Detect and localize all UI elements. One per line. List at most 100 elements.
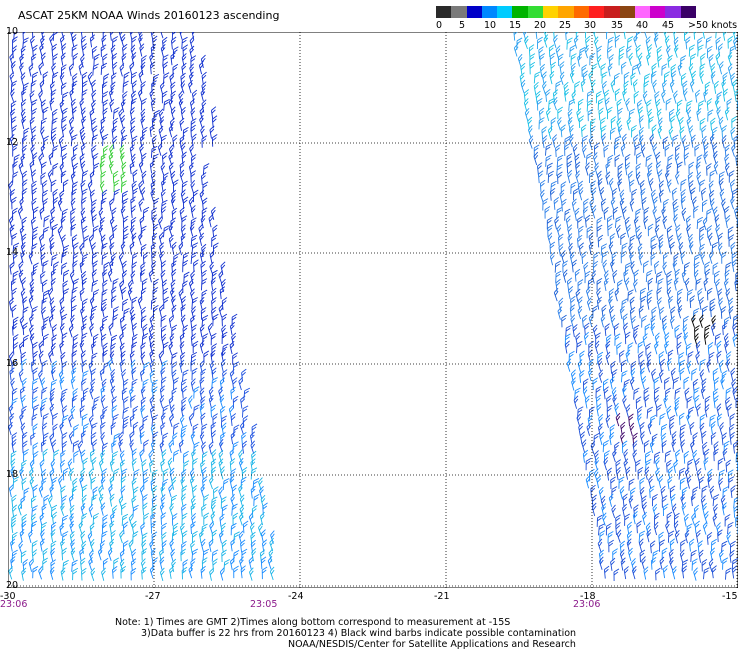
wind-barb [137,295,143,310]
wind-barb [29,333,35,347]
wind-barb [73,424,80,437]
wind-barb [141,548,148,561]
wind-barb [673,90,678,104]
wind-barb [87,180,93,194]
wind-barb [541,126,547,140]
wind-barb [52,32,60,41]
wind-barb [203,350,210,364]
wind-barb [199,376,205,390]
wind-barb [201,289,208,302]
wind-barb [207,322,213,337]
wind-barb [122,298,129,312]
wind-barb [131,35,137,49]
wind-barb [70,171,76,185]
wind-barb [120,205,126,220]
wind-barb [109,538,115,553]
colorbar-label: 10 [484,20,497,31]
wind-barb [150,521,157,534]
wind-barb [72,278,80,291]
wind-barb [188,79,193,94]
wind-barb [121,190,129,203]
wind-barb [79,547,85,561]
wind-barb [9,413,15,427]
wind-barb [120,126,126,141]
wind-barb [79,405,85,419]
wind-barb [555,45,561,59]
wind-barb [200,88,206,102]
wind-barb [70,547,76,561]
wind-barb [545,88,551,102]
wind-barb [140,368,146,382]
wind-barb [180,314,186,328]
wind-barb [39,244,46,258]
wind-barb [131,367,137,381]
wind-barb [171,32,178,41]
wind-barb [129,439,134,453]
wind-barb [559,61,565,75]
wind-barb [50,342,56,356]
wind-barb [171,513,178,526]
wind-barb [80,216,87,230]
wind-barb [42,279,48,293]
wind-barb [9,224,15,238]
wind-barb [211,306,217,320]
wind-barb [12,322,18,336]
wind-barb [167,457,173,471]
wind-barb [168,97,174,111]
wind-barb [132,504,139,518]
wind-barb [160,260,167,274]
wind-barb [82,80,88,93]
wind-barb [88,414,94,428]
wind-barb [199,114,204,129]
wind-barb [42,333,49,346]
wind-barb [69,513,74,527]
wind-barb [607,63,613,77]
wind-barb [162,341,169,355]
wind-barb [129,107,135,121]
wind-barb [218,304,224,318]
wind-barb [168,223,174,237]
wind-barb [40,32,47,41]
wind-barb [170,81,176,95]
wind-barb [685,100,693,113]
wind-barb [200,538,206,553]
wind-barb [69,270,75,284]
wind-barb [101,252,108,265]
wind-barb [87,71,93,86]
wind-barb [529,53,536,66]
wind-barb [181,503,187,517]
wind-barb [161,522,167,536]
wind-barb [131,261,138,275]
wind-barb [72,388,78,401]
wind-barb [170,106,176,120]
wind-barb [708,54,714,68]
wind-barb [250,440,256,454]
wind-barb [572,143,578,158]
wind-barb [211,287,217,301]
wind-barb [200,307,207,320]
wind-barb [732,79,738,93]
wind-barb [587,108,594,122]
wind-barb [10,377,15,392]
wind-barb [11,438,17,453]
wind-barb [168,341,173,356]
wind-barb [148,269,154,283]
wind-barb [139,43,145,57]
wind-barb [535,90,541,104]
wind-barb [60,538,66,552]
wind-barb [681,135,686,149]
wind-barb [672,134,679,147]
wind-barb [190,180,195,194]
wind-barb [190,431,196,445]
wind-barb [545,107,551,122]
wind-barb [577,53,583,67]
wind-barb [675,108,681,122]
wind-barb [192,423,199,436]
wind-barb [232,441,239,454]
wind-barb [568,98,575,111]
wind-barb [69,467,75,481]
wind-barb [221,343,229,356]
wind-barb [48,349,53,363]
wind-barb [715,32,722,39]
wind-barb [233,565,239,579]
